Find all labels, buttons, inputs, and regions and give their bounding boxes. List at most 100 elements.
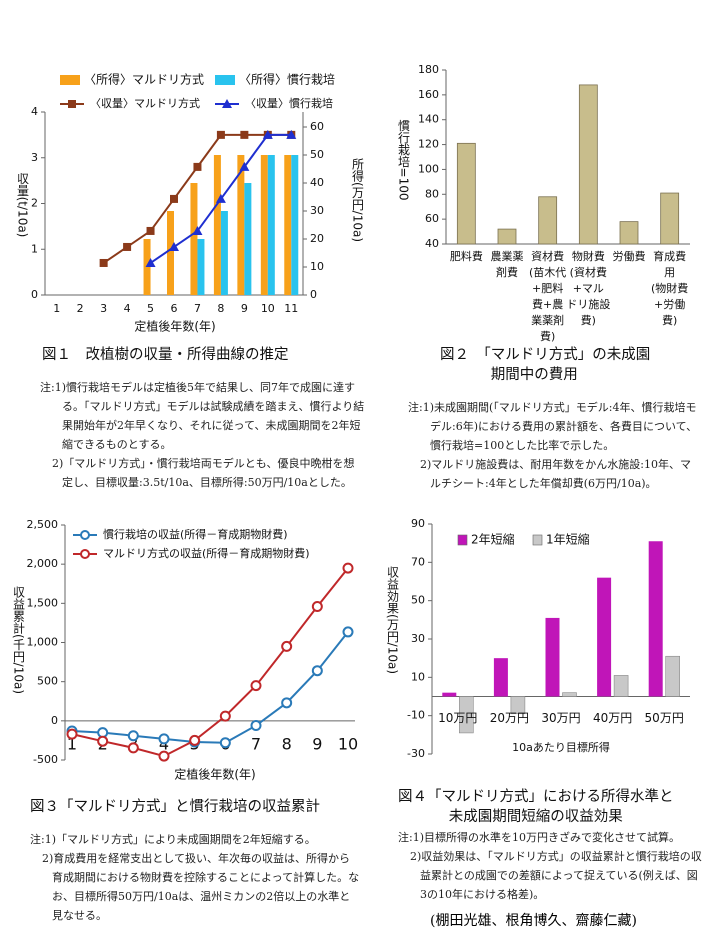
y-tick-label: 80: [425, 187, 439, 200]
marker: [189, 734, 201, 746]
bar: [660, 192, 680, 245]
figure-caption: 図２ 「マルドリ方式」の未成園 期間中の費用: [440, 345, 650, 385]
y-tick-label: 500: [37, 675, 58, 688]
y-tick-label: 60: [310, 120, 324, 133]
bar: [458, 696, 474, 734]
x-tick-label: (資材費: [570, 265, 607, 279]
marker: [193, 162, 202, 171]
x-tick-label: 9: [312, 735, 322, 754]
y-tick-label: 0: [51, 714, 58, 727]
x-tick-label: 業薬剤: [531, 313, 564, 327]
x-tick-label: (物財費: [651, 281, 688, 295]
marker: [216, 130, 225, 139]
legend-label: 1年短縮: [546, 532, 590, 547]
marker: [219, 710, 231, 722]
y-tick-label: 0: [310, 288, 317, 301]
marker: [127, 742, 139, 754]
figure-caption: 図１ 改植樹の収量・所得曲線の推定: [42, 345, 289, 365]
caption-line: 図４「マルドリ方式」における所得水準と: [398, 789, 674, 805]
marker: [123, 242, 132, 251]
x-tick-label: 5: [147, 302, 154, 315]
y-tick-label: 20: [310, 232, 324, 245]
marker: [281, 697, 293, 709]
caption-line: 期間中の費用: [490, 367, 578, 383]
axis-title: 収益効果(万円/10a): [386, 566, 400, 674]
authors: (棚田光雄、根角博久、齋藤仁藏): [430, 913, 637, 929]
caption-line: 図１ 改植樹の収量・所得曲線の推定: [42, 347, 289, 363]
bar: [578, 84, 598, 245]
legend-label: 〈収量〉マルドリ方式: [90, 96, 200, 110]
x-tick-label: (苗木代: [529, 266, 566, 279]
figure-notes: 注:1)慣行栽培モデルは定植後5年で結果し、同7年で成園に達する。「マルドリ方式…: [40, 378, 365, 492]
marker: [250, 720, 262, 732]
x-tick-label: 育成費: [653, 249, 686, 263]
x-tick-label: 資材費: [531, 249, 564, 263]
bar: [562, 692, 577, 697]
marker: [127, 730, 139, 742]
axis-title: 収益累計(千円/10a): [12, 586, 26, 694]
marker: [286, 129, 297, 139]
x-tick-label: 4: [124, 302, 131, 315]
legend-marker: [68, 100, 76, 108]
y-tick-label: 2: [31, 197, 38, 210]
x-tick-label: 8: [282, 735, 292, 754]
bar: [648, 541, 663, 697]
marker: [311, 600, 323, 612]
marker: [66, 728, 78, 740]
x-tick-label: +労働: [654, 297, 685, 311]
x-axis-title: 10aあたり目標所得: [512, 740, 610, 754]
x-tick-label: 10: [338, 735, 358, 754]
bar: [220, 211, 228, 295]
figure-notes: 注:1)目標所得の水準を10万円きざみで変化させて試算。 2)収益効果は、「マルド…: [398, 828, 703, 904]
x-tick-label: 費): [662, 313, 677, 327]
marker: [342, 626, 354, 638]
x-tick-label: 3: [100, 302, 107, 315]
bar: [197, 239, 205, 295]
y-tick-label: 1,500: [27, 596, 59, 609]
x-tick-label: 用: [664, 266, 675, 279]
y-tick-label: 2,500: [27, 518, 59, 531]
note: 2)「マルドリ方式」・慣行栽培両モデルとも、優良中晩柑を想定し、目標収量:3.5…: [52, 457, 355, 489]
x-tick-label: 2: [77, 302, 84, 315]
bar: [143, 239, 151, 295]
figure-caption: 図３「マルドリ方式」と慣行栽培の収益累計: [30, 797, 320, 817]
marker: [170, 194, 178, 203]
bar: [244, 183, 252, 295]
x-tick-label: 労働費: [613, 249, 646, 263]
marker: [281, 640, 293, 652]
marker: [342, 562, 354, 574]
bar: [619, 221, 639, 245]
note: 2)収益効果は、「マルドリ方式」の収益累計と慣行栽培の収益累計との成園での差額に…: [410, 850, 702, 901]
legend-label: 〈所得〉マルドリ方式: [84, 72, 204, 87]
y-tick-label: 140: [418, 113, 439, 126]
legend-swatch: [457, 534, 468, 546]
x-tick-label: 10: [261, 302, 275, 315]
legend-label: 慣行栽培の収益(所得－育成期物財費): [103, 527, 288, 541]
y-tick-label: -500: [33, 753, 58, 766]
bar: [291, 155, 299, 295]
bar: [167, 211, 174, 295]
x-tick-label: 10万円: [438, 711, 477, 725]
axis-title: 慣行栽培=100: [397, 118, 411, 200]
marker: [250, 680, 262, 692]
bar: [442, 692, 457, 697]
x-tick-label: 1: [53, 302, 60, 315]
x-tick-label: +マル: [573, 282, 604, 295]
note: 2)マルドリ施設費は、耐用年数をかん水施設:10年、マルチシート:4年とした年償…: [420, 458, 691, 490]
marker: [99, 258, 108, 267]
x-tick-label: 11: [284, 302, 298, 315]
marker: [145, 257, 156, 267]
y-tick-label: 10: [411, 670, 425, 683]
y-tick-label: 120: [418, 138, 439, 151]
bar: [497, 228, 517, 245]
y-tick-label: 4: [31, 105, 38, 118]
x-tick-label: 農業薬: [491, 249, 524, 263]
y-tick-label: 10: [310, 260, 324, 273]
axis-title: 収量(t/10a): [16, 172, 30, 237]
marker: [262, 129, 273, 139]
x-tick-label: +肥料: [532, 281, 563, 295]
x-tick-label: 1: [67, 735, 77, 754]
y-tick-label: 40: [310, 176, 324, 189]
marker: [158, 750, 170, 762]
